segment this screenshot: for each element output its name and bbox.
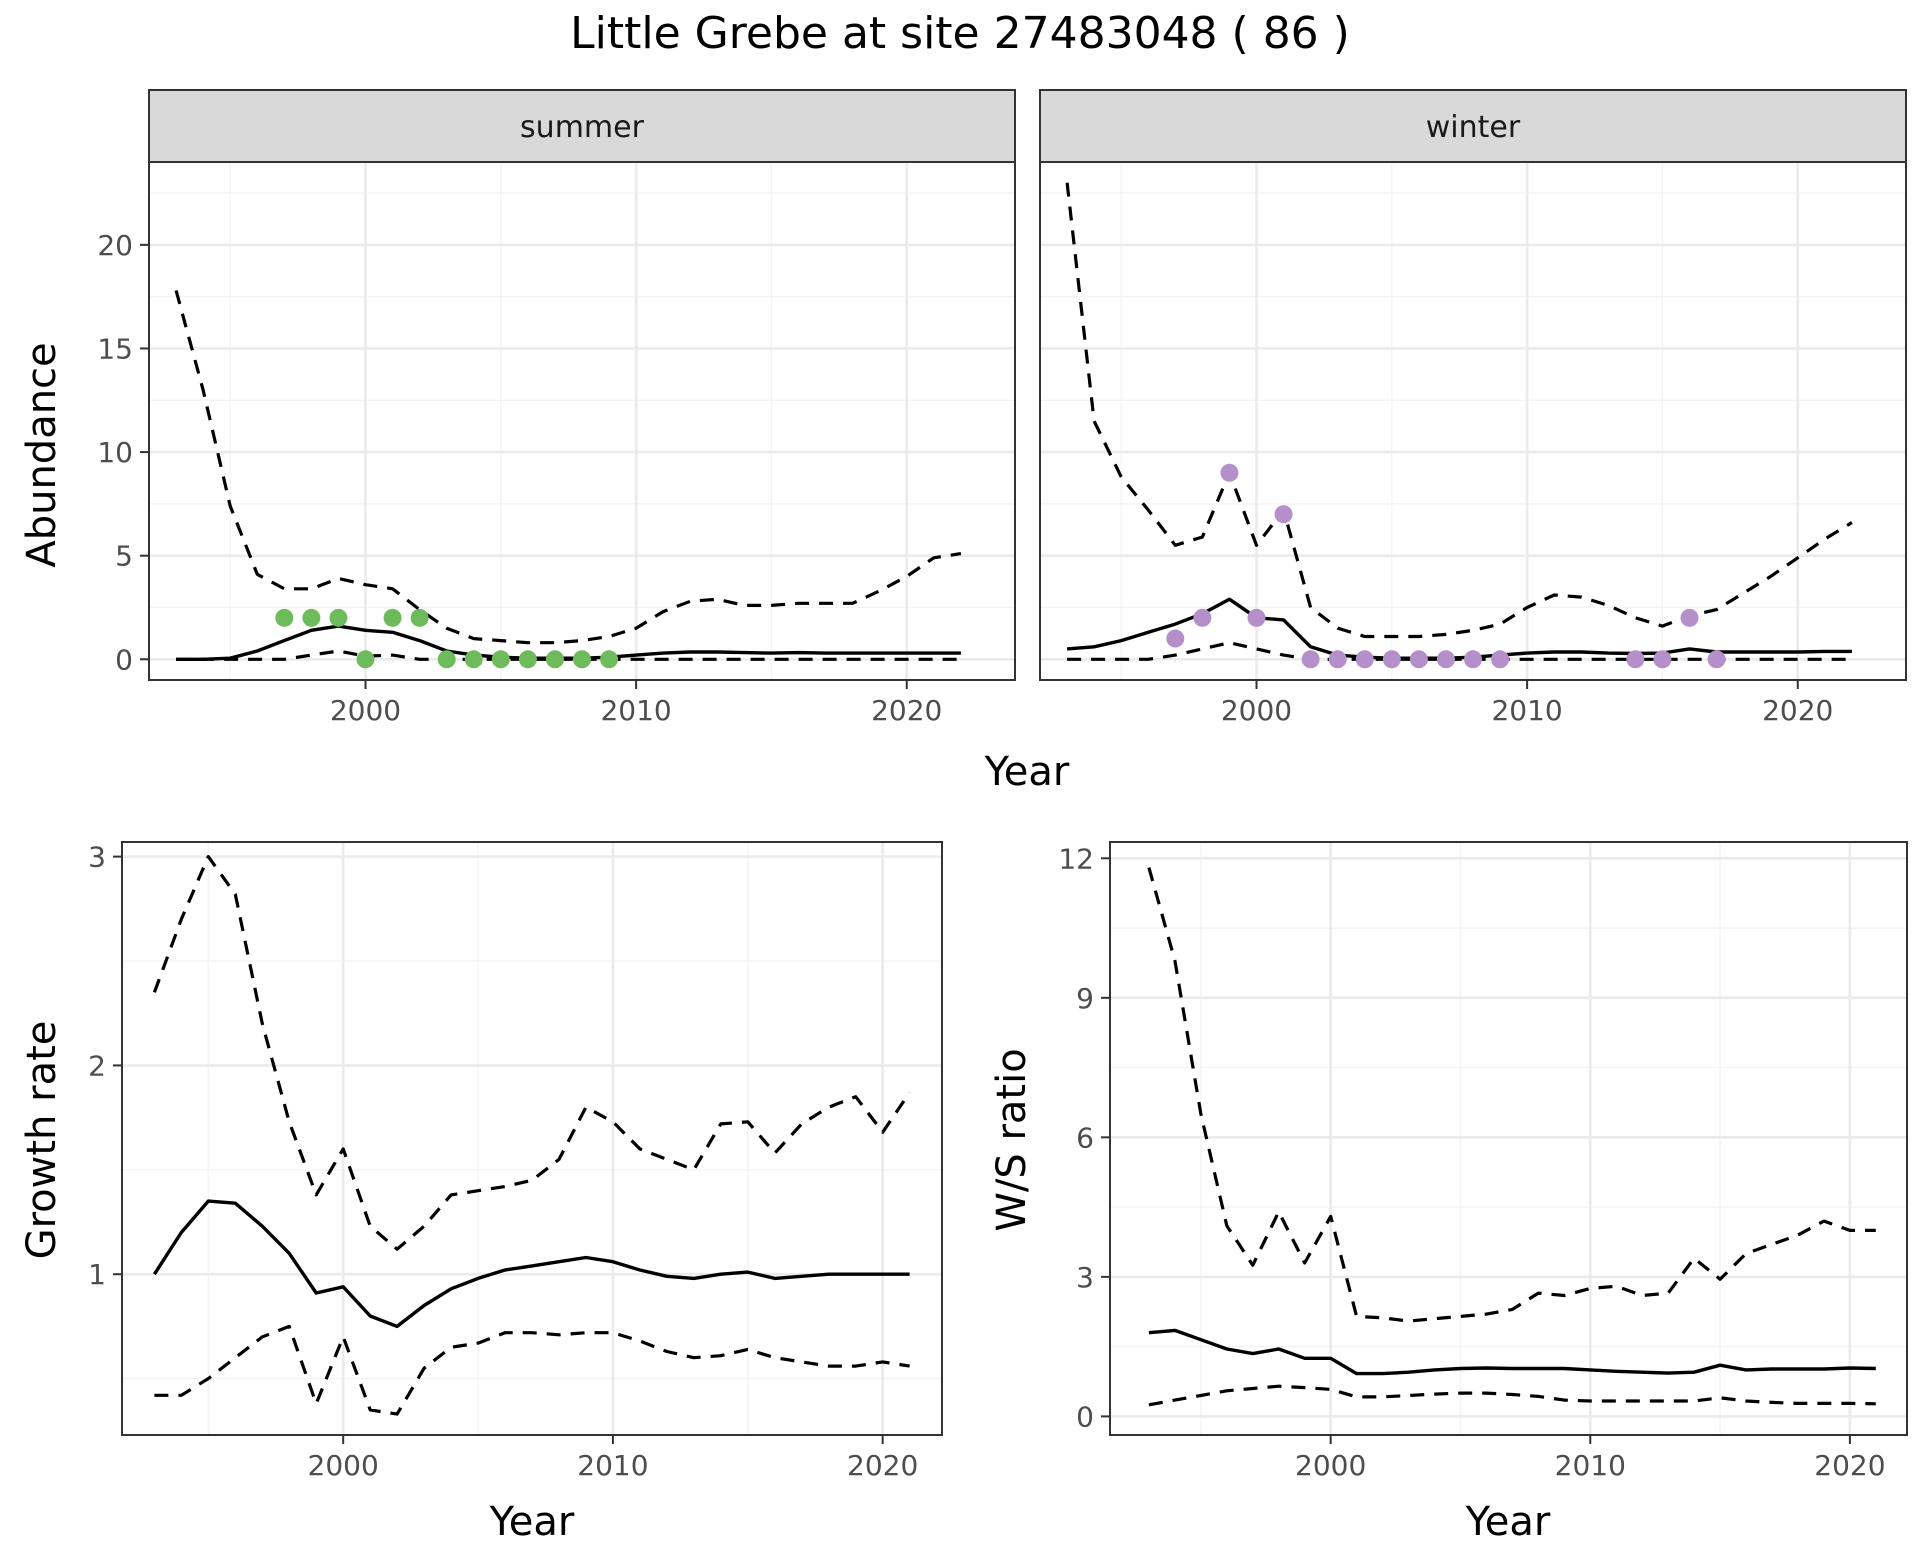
growth-x-axis-title: Year: [489, 1499, 575, 1545]
y-tick-label: 15: [97, 332, 133, 365]
observed-point: [1355, 650, 1374, 669]
observed-point: [1247, 608, 1266, 627]
summer-panel: summer 2000 2010 2020 0 5 10 15 20: [97, 89, 1016, 727]
x-tick-label: 2020: [847, 1449, 918, 1482]
observed-point: [464, 650, 483, 669]
strip-winter: [1039, 89, 1907, 163]
lower-ci-line: [1148, 1384, 1876, 1407]
strip-label-winter: winter: [1426, 110, 1521, 145]
observed-point: [1328, 650, 1347, 669]
observed-point: [600, 650, 619, 669]
y-tick-label: 5: [115, 540, 133, 573]
observed-point: [1680, 608, 1699, 627]
observed-point: [1409, 650, 1428, 669]
y-tick-label: 0: [115, 643, 133, 676]
observed-point: [573, 650, 591, 669]
x-tick-label: 2020: [1762, 694, 1833, 727]
observed-point: [1707, 650, 1726, 669]
observed-point: [410, 608, 429, 627]
y-tick-label: 6: [1076, 1121, 1094, 1154]
observed-point: [275, 608, 294, 627]
upper-ci-line: [174, 290, 962, 645]
estimate-line: [152, 1199, 910, 1329]
x-tick-label: 2000: [330, 694, 401, 727]
abundance-y-axis-title: Abundance: [19, 342, 65, 567]
observed-point: [545, 650, 564, 669]
observed-point: [1382, 650, 1401, 669]
y-tick-label: 20: [97, 229, 133, 262]
lower-ci-line: [154, 1324, 910, 1416]
growth-y-axis-title: Growth rate: [19, 1021, 65, 1260]
observed-point: [437, 650, 456, 669]
y-tick-label: 3: [88, 841, 106, 874]
panel-border: [1039, 161, 1907, 681]
observed-point: [383, 608, 402, 627]
x-tick-label: 2020: [1814, 1449, 1885, 1482]
winter-panel: winter 2000 2010 2020: [1039, 89, 1907, 727]
x-tick-label: 2010: [577, 1449, 648, 1482]
upper-ci-line: [1147, 867, 1876, 1323]
observed-point: [518, 650, 537, 669]
observed-point: [302, 608, 321, 627]
panel-background: [149, 162, 1015, 680]
y-tick-label: 9: [1076, 982, 1094, 1015]
observed-point: [329, 608, 348, 627]
x-tick-label: 2010: [1491, 694, 1562, 727]
ws-plot-area: 2000 2010 2020 0 3 6 9 12: [1058, 841, 1908, 1482]
observed-point: [1653, 650, 1672, 669]
x-tick-label: 2010: [600, 694, 671, 727]
observed-point: [1436, 650, 1455, 669]
abundance-x-axis-title: Year: [984, 749, 1070, 795]
growth-rate-chart: 2000 2010 2020 1 2 3 Growth rate Year: [19, 841, 943, 1545]
chart-title: Little Grebe at site 27483048 ( 86 ): [570, 8, 1350, 59]
upper-ci-line: [152, 855, 911, 1251]
y-tick-label: 1: [88, 1258, 106, 1291]
ws-y-axis-title: W/S ratio: [989, 1048, 1035, 1231]
observed-point: [1464, 650, 1482, 669]
x-tick-label: 2000: [308, 1449, 379, 1482]
panel-border: [121, 841, 943, 1436]
strip-summer: [148, 89, 1016, 163]
observed-point: [1274, 505, 1293, 524]
y-tick-label: 10: [97, 436, 133, 469]
panel-border: [148, 161, 1016, 681]
y-tick-label: 12: [1058, 842, 1094, 875]
x-tick-label: 2000: [1295, 1449, 1366, 1482]
x-tick-label: 2020: [871, 694, 942, 727]
estimate-line: [176, 624, 961, 661]
upper-ci-line: [1065, 182, 1853, 639]
y-tick-label: 3: [1076, 1261, 1094, 1294]
y-tick-label: 0: [1076, 1400, 1094, 1433]
x-tick-label: 2010: [1555, 1449, 1626, 1482]
ws-x-axis-title: Year: [1465, 1499, 1551, 1545]
observed-point: [1626, 650, 1645, 669]
estimate-line: [1148, 1328, 1876, 1376]
observed-point: [491, 650, 510, 669]
observed-point: [1220, 463, 1239, 482]
panel-border: [1109, 841, 1908, 1436]
observed-point: [1193, 608, 1212, 627]
panel-background: [122, 842, 942, 1435]
strip-label-summer: summer: [520, 110, 645, 145]
winter-plot-area: 2000 2010 2020: [1039, 161, 1907, 727]
summer-plot-area: 2000 2010 2020 0 5 10 15 20: [97, 161, 1016, 727]
observed-point: [356, 650, 375, 669]
observed-point: [1491, 650, 1510, 669]
observed-point: [1301, 650, 1320, 669]
growth-plot-area: 2000 2010 2020 1 2 3: [88, 841, 943, 1482]
panel-background: [1040, 162, 1906, 680]
observed-point: [1166, 629, 1185, 648]
x-tick-label: 2000: [1221, 694, 1292, 727]
y-tick-label: 2: [88, 1049, 106, 1082]
ws-ratio-chart: 2000 2010 2020 0 3 6 9 12 W/S ratio Year: [989, 841, 1908, 1545]
